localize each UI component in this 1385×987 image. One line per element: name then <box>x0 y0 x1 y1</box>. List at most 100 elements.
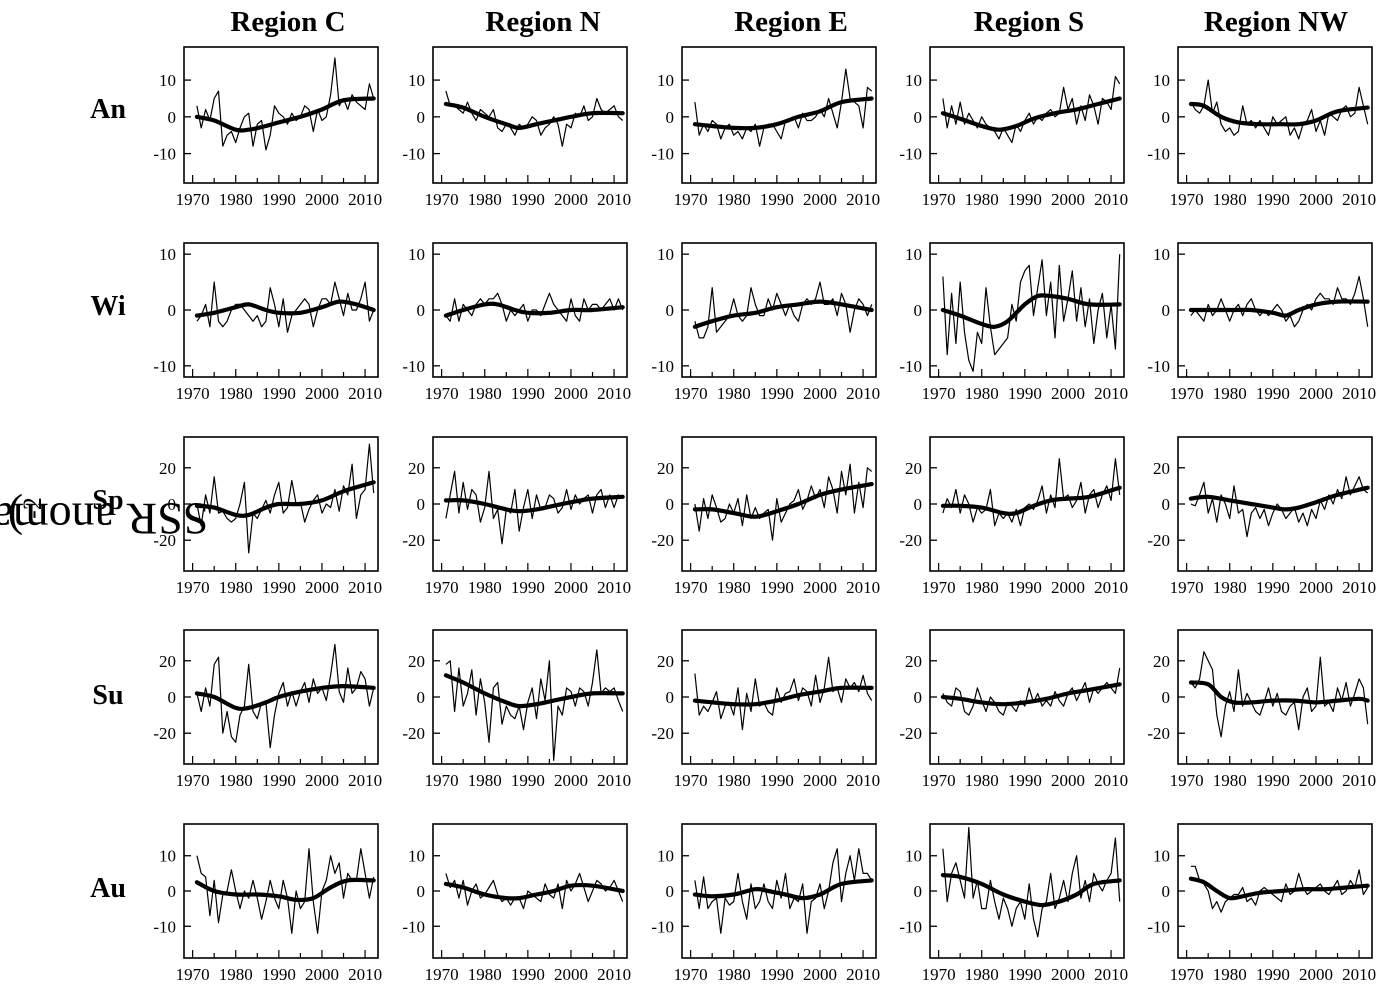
y-tick-label: 10 <box>1153 245 1170 264</box>
x-tick-label: 2000 <box>554 578 588 597</box>
annual-series-line <box>1190 275 1369 328</box>
x-tick-label: 2010 <box>846 771 880 790</box>
annual-series-line <box>196 57 375 151</box>
panel-region-c-au: -10 0 10 1970 1980 1990 2000 2010 <box>153 823 382 984</box>
panel-region-e-sp: -20 0 20 1970 1980 1990 2000 2010 <box>651 436 880 597</box>
y-tick-label: 10 <box>1153 847 1170 866</box>
y-tick-label: -10 <box>899 357 922 376</box>
panel-region-s-au: -10 0 10 1970 1980 1990 2000 2010 <box>899 823 1128 984</box>
x-tick-label: 1990 <box>760 965 794 984</box>
x-tick-label: 2000 <box>1299 771 1333 790</box>
y-tick-label: -10 <box>899 917 922 936</box>
panel-region-n-wi: -10 0 10 1970 1980 1990 2000 2010 <box>402 242 631 403</box>
row-header-summer: Su <box>92 680 124 711</box>
x-tick-label: 2010 <box>348 771 382 790</box>
smoothed-trend-line <box>1188 101 1370 127</box>
annual-series-line <box>1190 865 1369 913</box>
smoothed-trend-line <box>940 293 1122 329</box>
x-tick-label: 1980 <box>965 384 999 403</box>
x-tick-label: 2000 <box>803 190 837 209</box>
panel-region-c-an: -10 0 10 1970 1980 1990 2000 2010 <box>153 46 382 209</box>
x-tick-label: 1970 <box>1170 771 1204 790</box>
x-tick-label: 1970 <box>425 771 459 790</box>
x-tick-label: 1980 <box>468 190 502 209</box>
x-tick-label: 1980 <box>965 578 999 597</box>
plot-frame <box>432 46 628 184</box>
x-tick-label: 2000 <box>1299 190 1333 209</box>
column-header-region-e: Region E <box>734 6 848 38</box>
x-tick-label: 1990 <box>511 190 545 209</box>
x-tick-label: 1990 <box>1008 190 1042 209</box>
y-tick-label: -20 <box>1147 724 1170 743</box>
x-tick-label: 2000 <box>305 190 339 209</box>
plot-frame <box>432 823 628 959</box>
x-tick-label: 2010 <box>1094 578 1128 597</box>
annual-series-line <box>942 458 1121 527</box>
y-tick-label: 20 <box>657 459 674 478</box>
smoothed-trend-line <box>443 301 625 318</box>
x-tick-label: 1990 <box>1008 965 1042 984</box>
panel-region-nw-au: -10 0 10 1970 1980 1990 2000 2010 <box>1147 823 1376 984</box>
x-tick-label: 2010 <box>348 190 382 209</box>
plot-frame <box>1177 46 1373 184</box>
y-tick-label: -10 <box>899 145 922 164</box>
x-tick-label: 1990 <box>511 384 545 403</box>
x-tick-label: 1990 <box>262 965 296 984</box>
y-tick-label: -20 <box>651 724 674 743</box>
smoothed-trend-line <box>1188 299 1370 318</box>
panel-region-e-au: -10 0 10 1970 1980 1990 2000 2010 <box>651 823 880 984</box>
x-tick-label: 1990 <box>1008 578 1042 597</box>
y-tick-label: -10 <box>402 357 425 376</box>
x-tick-label: 2010 <box>1342 965 1376 984</box>
y-tick-label: 0 <box>914 882 923 901</box>
x-tick-label: 2000 <box>305 965 339 984</box>
y-tick-label: 0 <box>666 301 675 320</box>
x-tick-label: 2000 <box>1051 578 1085 597</box>
panel-region-e-wi: -10 0 10 1970 1980 1990 2000 2010 <box>651 242 880 403</box>
x-tick-label: 1970 <box>674 384 708 403</box>
x-tick-label: 1970 <box>674 190 708 209</box>
x-tick-label: 1980 <box>717 190 751 209</box>
smoothed-trend-line <box>692 299 874 329</box>
x-tick-label: 1980 <box>219 771 253 790</box>
y-tick-label: -10 <box>153 357 176 376</box>
x-tick-label: 1970 <box>425 384 459 403</box>
x-tick-label: 2010 <box>348 578 382 597</box>
smoothed-trend-line <box>194 877 376 903</box>
x-tick-label: 1990 <box>1256 578 1290 597</box>
y-tick-label: -20 <box>402 724 425 743</box>
x-tick-label: 1980 <box>717 384 751 403</box>
annual-series-line <box>942 75 1121 144</box>
x-tick-label: 1990 <box>1256 384 1290 403</box>
panel-region-n-an: -10 0 10 1970 1980 1990 2000 2010 <box>402 46 631 209</box>
x-tick-label: 1970 <box>425 190 459 209</box>
x-tick-label: 1970 <box>922 190 956 209</box>
smoothed-trend-line <box>940 682 1122 707</box>
x-tick-label: 2010 <box>348 965 382 984</box>
x-tick-label: 2000 <box>803 384 837 403</box>
x-tick-label: 2010 <box>597 190 631 209</box>
y-tick-label: -10 <box>153 917 176 936</box>
y-tick-label: 20 <box>159 652 176 671</box>
x-tick-label: 1970 <box>1170 190 1204 209</box>
x-tick-label: 2000 <box>803 771 837 790</box>
annual-series-line <box>942 667 1121 716</box>
y-tick-label: 0 <box>1162 495 1171 514</box>
x-tick-label: 2010 <box>597 384 631 403</box>
y-tick-label: 20 <box>905 652 922 671</box>
x-tick-label: 2000 <box>305 771 339 790</box>
smoothed-trend-line <box>940 873 1122 908</box>
x-tick-label: 2010 <box>1094 771 1128 790</box>
y-tick-label: 0 <box>168 495 177 514</box>
x-tick-label: 2000 <box>554 965 588 984</box>
y-tick-label: 10 <box>159 245 176 264</box>
y-tick-label: -10 <box>402 917 425 936</box>
y-tick-label: -10 <box>1147 357 1170 376</box>
x-tick-label: 1970 <box>922 965 956 984</box>
x-tick-label: 1970 <box>922 384 956 403</box>
x-tick-label: 2000 <box>1299 965 1333 984</box>
smoothed-trend-line <box>194 480 376 518</box>
x-tick-label: 2010 <box>846 384 880 403</box>
smoothed-trend-line <box>194 96 376 133</box>
y-tick-label: 0 <box>417 688 426 707</box>
